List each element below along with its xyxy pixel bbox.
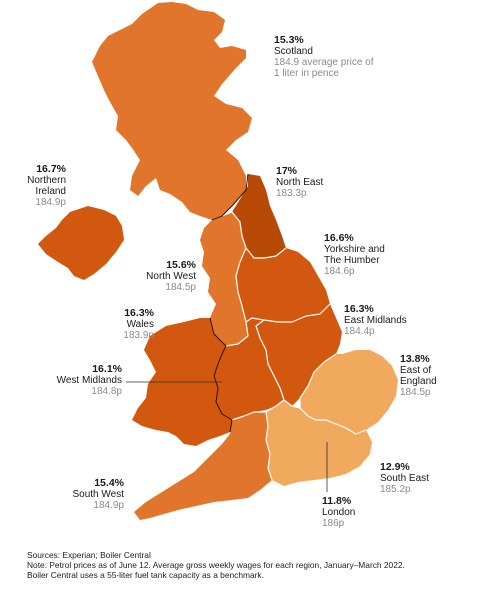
label-ni-pct: 16.7% — [36, 163, 66, 175]
label-wm-price: 184.8p — [91, 386, 122, 397]
label-sw-price: 184.9p — [93, 500, 124, 511]
label-em-price: 184.4p — [344, 326, 375, 337]
footer-note: Note: Petrol prices as of June 12. Avera… — [27, 560, 405, 570]
label-scotland-name: Scotland — [274, 46, 313, 57]
label-northern-ireland: 16.7% Northern Ireland 184.9p — [26, 163, 66, 209]
label-se-price: 185.2p — [380, 484, 411, 495]
footer-sources: Sources: Experian; Boiler Central — [27, 550, 151, 560]
label-scotland-price: 184.9 average price of 1 liter in pence — [274, 57, 374, 79]
country-borders — [209, 173, 249, 433]
label-sw-pct: 15.4% — [94, 477, 124, 489]
label-wm-name: West Midlands — [56, 375, 122, 386]
label-west-midlands: 16.1% West Midlands 184.8p — [50, 363, 122, 398]
label-eoe-pct: 13.8% — [400, 353, 430, 365]
label-scotland: 15.3% Scotland 184.9 average price of 1 … — [274, 34, 374, 80]
region-south-east — [266, 400, 372, 486]
label-eoe-price: 184.5p — [400, 387, 431, 398]
label-nw-name: North West — [146, 271, 196, 282]
region-north-east — [232, 174, 286, 258]
label-sw-name: South West — [72, 489, 124, 500]
label-london-name: London — [322, 507, 356, 518]
region-scotland — [92, 2, 252, 220]
label-ne-pct: 17% — [276, 165, 298, 177]
footer-note2: Boiler Central uses a 55-liter fuel tank… — [27, 570, 264, 580]
region-yorkshire — [236, 248, 330, 322]
footer-notes: Sources: Experian; Boiler Central Note: … — [27, 550, 467, 580]
label-south-west: 15.4% South West 184.9p — [66, 477, 124, 512]
leader-lines — [126, 381, 328, 492]
label-scotland-pct: 15.3% — [274, 34, 304, 46]
region-east-midlands — [256, 304, 342, 406]
label-nw-price: 184.5p — [165, 282, 196, 293]
label-se-name: South East — [380, 473, 429, 484]
label-em-pct: 16.3% — [344, 303, 374, 315]
region-northern-ireland — [38, 206, 124, 280]
label-yorkshire-pct: 16.6% — [324, 232, 354, 244]
region-north-west — [200, 212, 248, 346]
label-nw-pct: 15.6% — [166, 259, 196, 271]
label-wales-price: 183.9p — [123, 330, 154, 341]
label-ni-name: Northern Ireland — [27, 175, 66, 197]
label-ni-price: 184.9p — [35, 197, 66, 208]
label-london: 11.8% London 186p — [322, 495, 356, 530]
label-wales-pct: 16.3% — [124, 307, 154, 319]
label-wales: 16.3% Wales 183.9p — [104, 307, 154, 342]
label-ne-price: 183.3p — [276, 188, 307, 199]
label-east-of-england: 13.8% East of England 184.5p — [400, 353, 450, 399]
label-north-east: 17% North East 183.3p — [276, 165, 324, 200]
label-yorkshire-price: 184.6p — [324, 266, 355, 277]
label-ne-name: North East — [276, 177, 324, 188]
label-london-pct: 11.8% — [322, 495, 352, 507]
label-north-west: 15.6% North West 184.5p — [130, 259, 196, 294]
region-borders — [211, 211, 367, 481]
region-west-midlands — [214, 318, 284, 420]
label-em-name: East Midlands — [344, 315, 407, 326]
label-wm-pct: 16.1% — [92, 363, 122, 375]
label-london-price: 186p — [322, 518, 345, 529]
label-eoe-name: East of England — [400, 365, 437, 387]
label-yorkshire-name: Yorkshire and The Humber — [324, 244, 385, 266]
label-se-pct: 12.9% — [380, 461, 410, 473]
region-east-of-england — [300, 350, 398, 434]
region-south-west — [134, 412, 272, 520]
label-wales-name: Wales — [126, 319, 154, 330]
label-south-east: 12.9% South East 185.2p — [380, 461, 429, 496]
label-yorkshire: 16.6% Yorkshire and The Humber 184.6p — [324, 232, 394, 278]
label-east-midlands: 16.3% East Midlands 184.4p — [344, 303, 407, 338]
